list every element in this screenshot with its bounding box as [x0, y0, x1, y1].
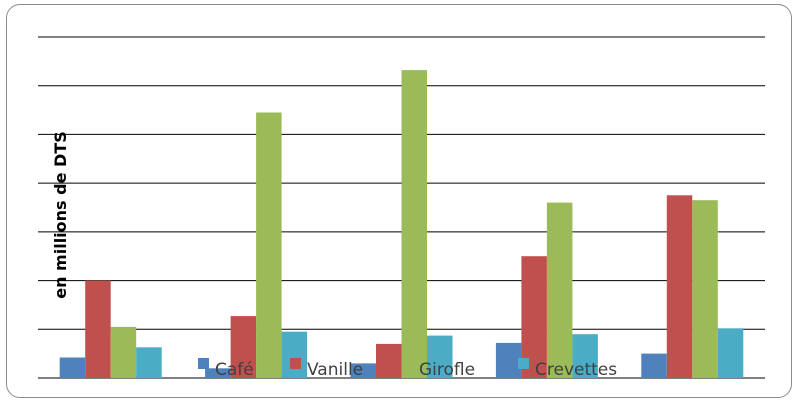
bar-caf-5 — [641, 353, 667, 378]
bar-crevettes-3 — [427, 335, 453, 378]
bar-girofle-5 — [692, 200, 718, 378]
bar-caf-4 — [495, 342, 522, 378]
legend-swatch-girofle — [402, 358, 413, 369]
legend-label-caf: Café — [215, 360, 254, 380]
bar-caf-3 — [350, 363, 376, 378]
bar-crevettes-5 — [717, 328, 744, 378]
bar-girofle-3 — [401, 70, 427, 378]
bar-vanille-3 — [376, 343, 402, 378]
bars — [59, 70, 744, 378]
chart-frame — [6, 4, 792, 398]
bar-crevettes-2 — [281, 331, 308, 378]
bar-vanille-1 — [85, 280, 111, 378]
bar-caf-1 — [59, 357, 86, 378]
bar-crevettes-4 — [572, 334, 598, 378]
bar-vanille-5 — [666, 195, 693, 378]
bar-girofle-2 — [256, 112, 282, 378]
legend: Café Vanille Girofle Crevettes — [198, 358, 617, 380]
bar-vanille-2 — [230, 316, 257, 378]
bar-girofle-4 — [546, 202, 573, 378]
legend-swatch-caf — [198, 358, 209, 369]
bar-vanille-4 — [521, 256, 547, 378]
bar-girofle-1 — [110, 326, 137, 378]
legend-label-girofle: Girofle — [419, 360, 475, 380]
bar-crevettes-1 — [136, 347, 162, 378]
legend-label-crevettes: Crevettes — [535, 360, 617, 380]
y-axis-label: en millions de DTS — [51, 131, 70, 299]
legend-label-vanille: Vanille — [307, 360, 363, 380]
legend-swatch-crevettes — [518, 358, 529, 369]
bar-caf-2 — [205, 368, 231, 378]
legend-swatch-vanille — [290, 358, 301, 369]
